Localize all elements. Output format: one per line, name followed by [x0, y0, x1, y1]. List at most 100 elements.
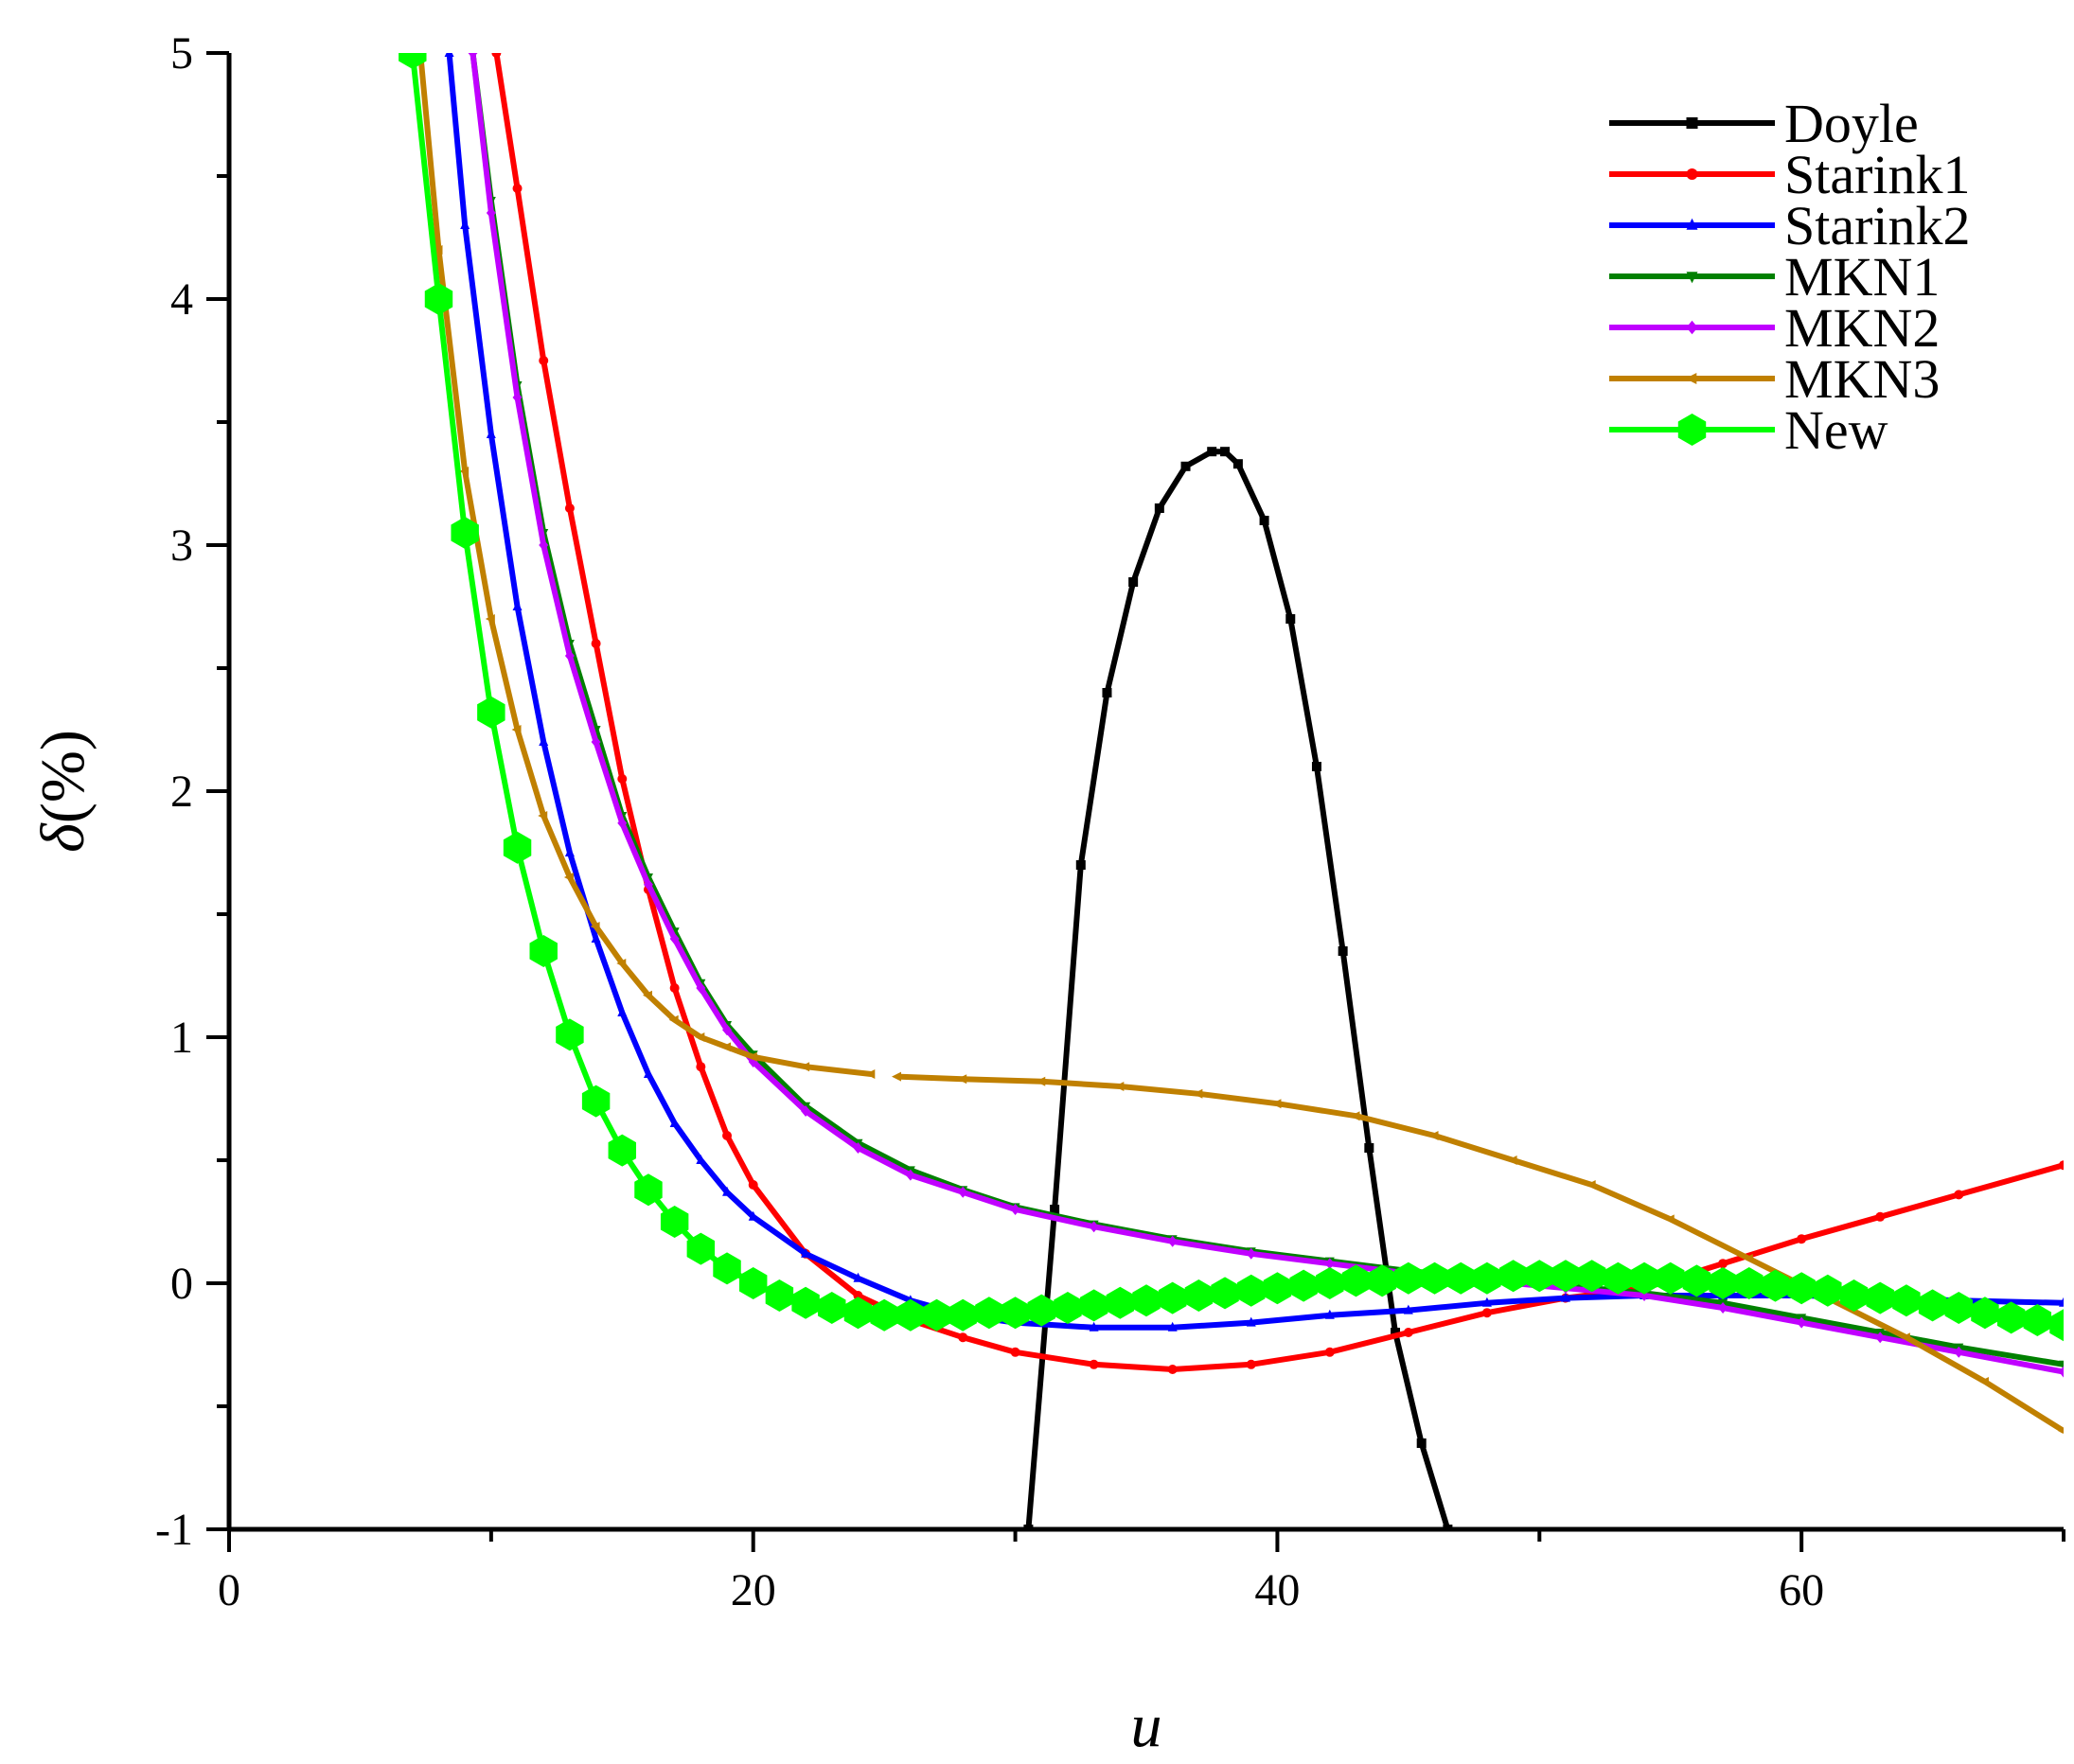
data-point	[1525, 1260, 1554, 1293]
data-point	[1761, 1269, 1790, 1302]
data-point	[1394, 1261, 1423, 1295]
data-point	[1787, 1272, 1816, 1305]
data-point	[713, 1252, 741, 1285]
data-point	[801, 1105, 811, 1117]
data-point	[843, 1297, 873, 1330]
data-point	[1350, 1111, 1360, 1121]
data-point	[1237, 1274, 1266, 1307]
data-point	[853, 1291, 863, 1300]
data-point	[1102, 688, 1112, 697]
data-point	[591, 736, 601, 748]
data-point	[1324, 1347, 1335, 1357]
data-point	[2059, 1366, 2064, 1378]
data-point	[696, 982, 706, 994]
legend-label: New	[1784, 399, 1888, 461]
legend-marker	[1686, 218, 1698, 230]
legend-marker	[1685, 373, 1697, 384]
data-point	[468, 53, 478, 59]
data-point	[1246, 1316, 1256, 1327]
data-point	[617, 1007, 628, 1016]
data-point	[791, 1286, 820, 1319]
data-point	[1054, 1292, 1082, 1324]
series-new	[399, 53, 2064, 1342]
data-point	[1289, 1269, 1318, 1302]
data-point	[1416, 1438, 1427, 1448]
data-point	[642, 990, 652, 1000]
data-point	[722, 1186, 733, 1196]
data-point	[1866, 1281, 1894, 1314]
data-point	[1403, 1304, 1413, 1314]
data-point	[696, 1062, 706, 1072]
data-point	[590, 922, 600, 931]
data-point	[1128, 577, 1139, 587]
data-point	[1285, 614, 1296, 624]
data-point	[1364, 1143, 1374, 1153]
data-point	[669, 933, 680, 944]
data-point	[539, 356, 549, 365]
y-axis-title: δ(%)	[28, 730, 97, 853]
data-point	[695, 1032, 705, 1042]
data-point	[948, 1298, 977, 1332]
data-point	[634, 1173, 663, 1207]
data-point	[1735, 1267, 1764, 1299]
data-point	[591, 639, 601, 648]
data-point	[1954, 1190, 1964, 1200]
data-point	[581, 1085, 611, 1118]
data-point	[722, 1131, 733, 1140]
data-point	[1586, 1180, 1596, 1190]
data-point	[564, 503, 575, 513]
data-point	[1311, 762, 1321, 771]
legend-label: MKN2	[1784, 297, 1940, 359]
data-point	[1718, 1302, 1728, 1314]
data-point	[556, 1018, 584, 1051]
data-point	[1193, 1088, 1203, 1099]
data-point	[958, 1332, 968, 1343]
data-point	[1167, 1235, 1178, 1247]
data-point	[1211, 1277, 1239, 1310]
data-point	[1743, 1254, 1753, 1263]
data-point	[1498, 1260, 1528, 1293]
data-point	[1001, 1297, 1030, 1330]
series-line	[896, 1073, 2064, 1434]
data-point	[1978, 1377, 1989, 1386]
data-point	[668, 1014, 679, 1025]
legend-label: Doyle	[1784, 93, 1919, 154]
data-point	[486, 207, 496, 219]
data-point	[958, 1186, 968, 1198]
legend-marker	[1686, 117, 1698, 129]
data-point	[1551, 1260, 1580, 1293]
data-point	[1010, 1347, 1020, 1357]
data-point	[486, 429, 496, 438]
y-tick-label: 2	[170, 767, 193, 817]
data-point	[1944, 1292, 1973, 1324]
data-point	[529, 935, 558, 967]
data-point	[503, 831, 532, 864]
legend-label: Starink2	[1784, 195, 1971, 256]
legend-marker	[1686, 320, 1698, 335]
data-point	[1507, 1155, 1517, 1165]
data-point	[1324, 1309, 1335, 1319]
data-point	[800, 1062, 810, 1072]
data-point	[1630, 1261, 1658, 1295]
data-point	[1420, 1261, 1449, 1295]
x-axis-title: u	[1131, 1691, 1162, 1760]
data-point	[512, 184, 523, 193]
data-point	[1682, 1264, 1711, 1297]
data-point	[1604, 1261, 1633, 1295]
data-point	[1918, 1289, 1947, 1322]
data-point	[643, 878, 653, 891]
data-point	[1114, 1082, 1125, 1091]
y-axis-title-symbol: δ	[28, 822, 97, 853]
series-doyle	[1023, 447, 1453, 1529]
data-point	[1338, 946, 1348, 956]
data-point	[722, 1024, 733, 1036]
data-point	[1481, 1308, 1492, 1318]
legend-marker	[1686, 168, 1698, 180]
data-point	[1971, 1297, 1999, 1330]
data-point	[1900, 1332, 1910, 1343]
data-point	[1428, 1131, 1439, 1140]
data-point	[512, 601, 523, 610]
data-point	[1167, 1321, 1178, 1332]
data-point	[616, 959, 627, 968]
